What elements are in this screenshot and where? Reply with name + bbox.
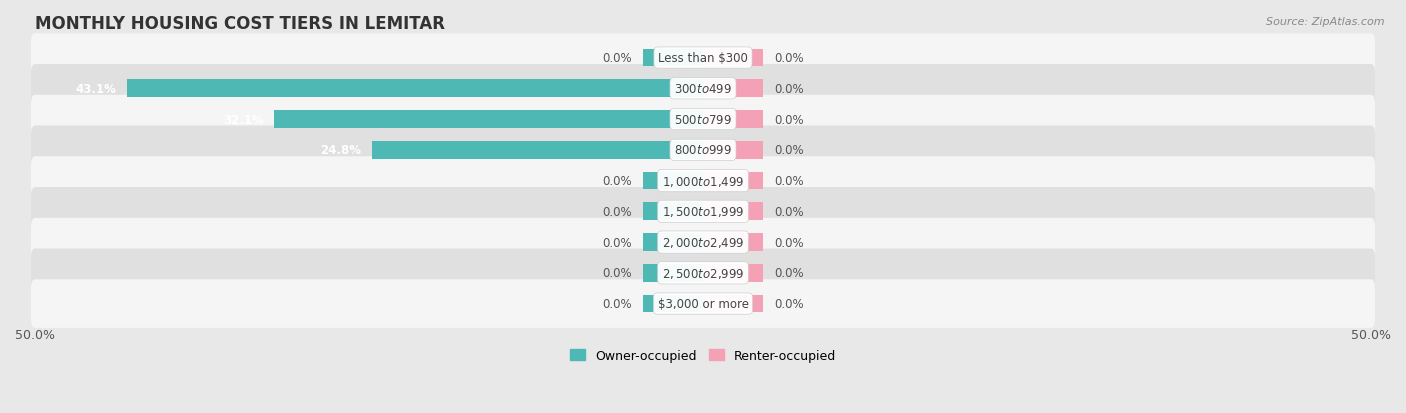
- Text: Source: ZipAtlas.com: Source: ZipAtlas.com: [1267, 17, 1385, 26]
- Text: 0.0%: 0.0%: [603, 52, 633, 65]
- Text: 0.0%: 0.0%: [773, 236, 803, 249]
- Bar: [643, 50, 703, 67]
- Text: MONTHLY HOUSING COST TIERS IN LEMITAR: MONTHLY HOUSING COST TIERS IN LEMITAR: [35, 15, 446, 33]
- FancyBboxPatch shape: [31, 95, 1375, 144]
- Bar: [703, 264, 763, 282]
- FancyBboxPatch shape: [31, 34, 1375, 83]
- Text: $1,000 to $1,499: $1,000 to $1,499: [662, 174, 744, 188]
- Text: 0.0%: 0.0%: [603, 297, 633, 310]
- Text: $2,500 to $2,999: $2,500 to $2,999: [662, 266, 744, 280]
- Bar: [703, 80, 763, 98]
- Text: 43.1%: 43.1%: [76, 83, 117, 95]
- Bar: [643, 295, 703, 313]
- Text: Less than $300: Less than $300: [658, 52, 748, 65]
- Text: 0.0%: 0.0%: [773, 52, 803, 65]
- Bar: [643, 203, 703, 221]
- Bar: [703, 172, 763, 190]
- FancyBboxPatch shape: [31, 188, 1375, 236]
- Text: 0.0%: 0.0%: [773, 144, 803, 157]
- Text: $300 to $499: $300 to $499: [673, 83, 733, 95]
- Bar: [127, 80, 703, 98]
- Bar: [703, 234, 763, 252]
- Bar: [371, 142, 703, 159]
- Text: 0.0%: 0.0%: [603, 175, 633, 188]
- FancyBboxPatch shape: [31, 157, 1375, 205]
- Text: 0.0%: 0.0%: [773, 267, 803, 280]
- Text: 0.0%: 0.0%: [603, 205, 633, 218]
- Text: $800 to $999: $800 to $999: [673, 144, 733, 157]
- FancyBboxPatch shape: [31, 126, 1375, 175]
- Text: $2,000 to $2,499: $2,000 to $2,499: [662, 235, 744, 249]
- Text: 24.8%: 24.8%: [321, 144, 361, 157]
- Text: 0.0%: 0.0%: [773, 83, 803, 95]
- FancyBboxPatch shape: [31, 218, 1375, 267]
- Text: $500 to $799: $500 to $799: [673, 113, 733, 126]
- Text: $3,000 or more: $3,000 or more: [658, 297, 748, 310]
- Text: $1,500 to $1,999: $1,500 to $1,999: [662, 205, 744, 219]
- Text: 32.1%: 32.1%: [222, 113, 263, 126]
- Text: 0.0%: 0.0%: [773, 113, 803, 126]
- Bar: [643, 264, 703, 282]
- Text: 0.0%: 0.0%: [773, 205, 803, 218]
- Bar: [703, 142, 763, 159]
- FancyBboxPatch shape: [31, 65, 1375, 113]
- Bar: [703, 50, 763, 67]
- Legend: Owner-occupied, Renter-occupied: Owner-occupied, Renter-occupied: [565, 344, 841, 367]
- Bar: [643, 172, 703, 190]
- Text: 0.0%: 0.0%: [603, 267, 633, 280]
- Text: 0.0%: 0.0%: [603, 236, 633, 249]
- FancyBboxPatch shape: [31, 249, 1375, 297]
- Bar: [643, 234, 703, 252]
- Text: 0.0%: 0.0%: [773, 297, 803, 310]
- Bar: [703, 111, 763, 129]
- FancyBboxPatch shape: [31, 280, 1375, 328]
- Text: 0.0%: 0.0%: [773, 175, 803, 188]
- Bar: [703, 203, 763, 221]
- Bar: [274, 111, 703, 129]
- Bar: [703, 295, 763, 313]
